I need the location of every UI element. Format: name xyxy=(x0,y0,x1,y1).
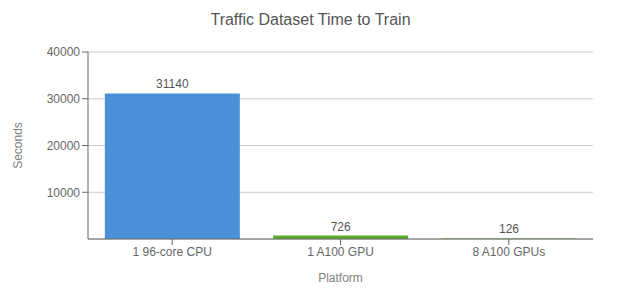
svg-text:726: 726 xyxy=(331,220,351,234)
svg-text:30000: 30000 xyxy=(47,92,81,106)
svg-text:20000: 20000 xyxy=(47,139,81,153)
svg-text:Platform: Platform xyxy=(318,271,363,285)
svg-text:1 96-core CPU: 1 96-core CPU xyxy=(132,245,211,259)
svg-text:Seconds: Seconds xyxy=(11,122,25,169)
svg-text:10000: 10000 xyxy=(47,186,81,200)
svg-text:8 A100 GPUs: 8 A100 GPUs xyxy=(472,245,545,259)
svg-text:31140: 31140 xyxy=(156,77,189,91)
svg-text:126: 126 xyxy=(499,222,519,236)
svg-text:1 A100 GPU: 1 A100 GPU xyxy=(307,245,374,259)
html-text:Traffic Dataset Time to Train: Traffic Dataset Time to Train xyxy=(210,11,411,28)
svg-text:40000: 40000 xyxy=(47,45,81,59)
